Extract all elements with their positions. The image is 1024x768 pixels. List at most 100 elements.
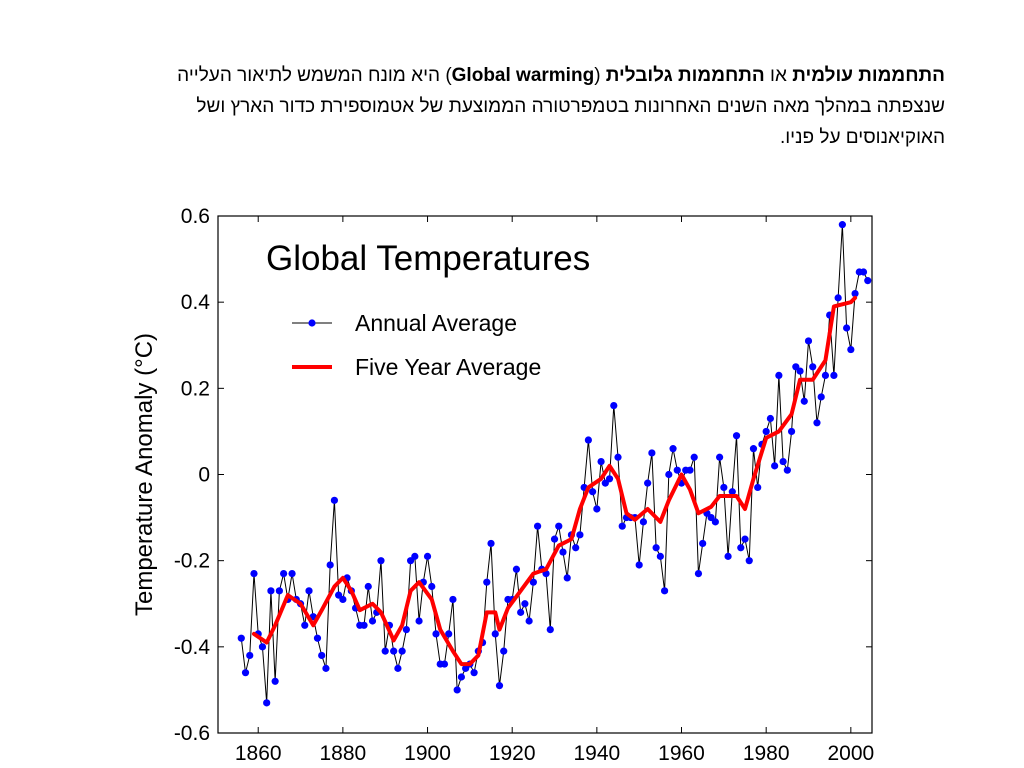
data-point <box>699 539 707 548</box>
data-point <box>411 552 419 560</box>
data-point <box>593 505 601 513</box>
data-point <box>487 539 495 548</box>
x-tick-label: 1900 <box>404 742 451 765</box>
data-point <box>453 686 461 694</box>
data-point <box>313 634 322 642</box>
data-point <box>635 561 643 569</box>
data-point <box>728 488 736 496</box>
data-point <box>491 630 499 638</box>
data-point <box>648 449 656 457</box>
bold-term: Global warming <box>451 65 595 86</box>
data-point <box>381 647 389 655</box>
data-point <box>694 569 703 578</box>
data-point <box>432 630 440 638</box>
legend-marker <box>308 319 316 327</box>
data-point <box>665 470 673 479</box>
y-tick-label: 0 <box>198 464 210 487</box>
y-tick-label: 0.2 <box>181 377 210 400</box>
data-point <box>559 548 567 556</box>
data-point <box>584 436 592 444</box>
data-point <box>724 552 732 560</box>
data-point <box>605 475 614 483</box>
data-point <box>652 544 660 552</box>
data-point <box>749 445 758 453</box>
data-point <box>368 617 377 625</box>
y-tick-label: -0.2 <box>174 550 210 573</box>
data-point <box>517 608 525 616</box>
data-point <box>246 651 254 660</box>
data-point <box>745 557 753 565</box>
y-tick-label: -0.4 <box>174 636 211 659</box>
data-point <box>237 634 245 642</box>
data-point <box>440 660 449 668</box>
data-point <box>250 569 258 578</box>
data-point <box>529 578 537 586</box>
data-point <box>741 535 749 543</box>
data-point <box>415 617 423 625</box>
y-tick-label: -0.6 <box>174 722 210 745</box>
data-point <box>834 294 842 302</box>
data-point <box>864 277 872 285</box>
data-point <box>364 582 372 591</box>
data-point <box>859 268 868 276</box>
data-point <box>766 414 775 423</box>
data-point <box>779 457 787 466</box>
x-tick-label: 1980 <box>743 742 790 765</box>
data-point <box>428 582 436 591</box>
data-point <box>673 466 681 474</box>
data-point <box>390 647 398 655</box>
x-tick-label: 1960 <box>658 742 705 765</box>
average-line <box>251 295 858 667</box>
legend-label: Five Year Average <box>355 354 541 380</box>
plot-frame <box>217 215 873 734</box>
data-point <box>360 621 368 629</box>
data-point <box>821 371 830 380</box>
data-point <box>660 587 669 595</box>
data-point <box>533 522 542 530</box>
data-point <box>449 595 457 604</box>
data-point <box>398 647 406 655</box>
chart-title: Global Temperatures <box>266 239 590 278</box>
data-point <box>686 466 694 474</box>
data-point <box>754 483 762 492</box>
data-point <box>339 595 347 604</box>
data-point <box>716 453 724 461</box>
data-point <box>521 600 529 608</box>
bold-term: התחממות גלובלית <box>605 65 765 86</box>
data-point <box>322 664 330 672</box>
data-point <box>271 677 279 685</box>
text-run: ( <box>594 65 606 86</box>
data-point <box>690 453 698 461</box>
data-point <box>563 574 571 582</box>
data-point <box>787 427 796 436</box>
data-point <box>804 337 813 345</box>
data-point <box>267 587 275 595</box>
data-point <box>546 626 554 634</box>
data-point <box>500 647 508 655</box>
data-point <box>618 522 626 530</box>
data-point <box>280 569 288 578</box>
data-point <box>301 621 309 629</box>
data-point <box>495 682 504 690</box>
bold-term: התחממות עולמית <box>792 65 945 86</box>
data-point <box>326 561 334 569</box>
y-axis-label: Temperature Anomaly (°C) <box>131 333 158 616</box>
x-tick-label: 1920 <box>489 742 536 765</box>
y-tick-label: 0.4 <box>181 291 211 314</box>
text-run: או <box>764 65 793 86</box>
data-point <box>851 289 859 298</box>
legend-label: Annual Average <box>355 310 517 336</box>
x-tick-label: 1880 <box>320 742 367 765</box>
data-point <box>783 466 791 474</box>
data-point <box>555 522 563 530</box>
data-point <box>813 419 821 427</box>
data-point <box>483 578 491 586</box>
data-point <box>796 367 804 375</box>
data-point <box>288 569 296 578</box>
data-point <box>445 630 453 638</box>
data-point <box>470 669 478 677</box>
data-point <box>512 565 521 573</box>
data-point <box>737 544 745 552</box>
